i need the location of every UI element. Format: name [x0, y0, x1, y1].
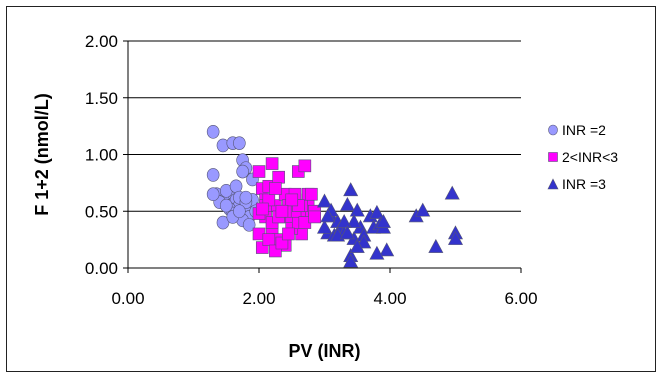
data-point [285, 193, 299, 207]
series-3 [316, 182, 464, 268]
data-point [239, 190, 253, 205]
data-point [339, 196, 355, 211]
y-tick-label: 1.50 [85, 89, 118, 108]
data-point [216, 215, 230, 230]
data-point [369, 204, 385, 219]
data-point [252, 165, 266, 178]
legend-marker [548, 152, 558, 162]
data-point [320, 208, 336, 223]
legend-item: INR =2 [548, 122, 606, 138]
x-tick-label: 2.00 [242, 289, 275, 308]
y-tick-label: 2.00 [85, 32, 118, 51]
legend-label: 2<INR<3 [562, 149, 618, 165]
data-point [305, 187, 318, 201]
legend-label: INR =2 [562, 122, 606, 138]
data-point [236, 164, 249, 179]
data-point [219, 198, 233, 213]
data-point [336, 213, 352, 228]
x-tick-labels: 0.00 2.00 4.00 6.00 [111, 289, 537, 308]
data-point [206, 187, 220, 202]
data-point [379, 242, 395, 257]
data-point [447, 230, 464, 245]
data-point [349, 238, 365, 253]
data-point [229, 179, 243, 194]
data-point [233, 136, 246, 150]
legend-label: INR =3 [562, 176, 606, 192]
data-point [444, 185, 460, 200]
legend-item: INR =3 [547, 176, 606, 192]
data-point [206, 168, 220, 182]
y-tick-label: 0.50 [85, 202, 118, 221]
x-tick-label: 6.00 [504, 289, 537, 308]
y-tick-label: 1.00 [85, 146, 118, 165]
gridlines [123, 40, 522, 273]
data-point [242, 218, 256, 232]
legend-marker [547, 178, 559, 190]
data-point [308, 210, 321, 224]
data-point [298, 159, 312, 173]
data-point [316, 219, 333, 234]
y-tick-labels: 0.00 0.50 1.00 1.50 2.00 [85, 32, 118, 278]
data-point [428, 238, 444, 253]
data-point [269, 182, 282, 195]
data-point [346, 213, 362, 228]
data-point [369, 245, 385, 260]
data-point [316, 193, 333, 208]
data-point [343, 253, 359, 268]
data-point [375, 213, 391, 228]
data-point [233, 204, 246, 219]
data-point [282, 227, 295, 241]
data-point [262, 233, 276, 246]
data-point [206, 125, 220, 139]
data-points [206, 125, 464, 268]
data-point [339, 225, 355, 240]
data-point [415, 202, 431, 217]
data-point [275, 204, 289, 218]
x-axis-title: PV (INR) [289, 341, 361, 361]
data-point [343, 182, 359, 197]
x-tick-label: 4.00 [373, 289, 406, 308]
legend: INR =2 2<INR<3 INR =3 [547, 122, 618, 192]
legend-marker [548, 124, 558, 136]
y-axis-title: F 1+2 (nmol/L) [32, 93, 52, 216]
data-point [272, 170, 285, 184]
data-point [255, 202, 269, 216]
axes [127, 41, 521, 269]
data-point [265, 157, 279, 170]
series-2 [252, 157, 321, 258]
data-point [349, 202, 365, 217]
y-tick-label: 0.00 [85, 259, 118, 278]
legend-item: 2<INR<3 [548, 149, 618, 165]
x-tick-label: 0.00 [111, 289, 144, 308]
